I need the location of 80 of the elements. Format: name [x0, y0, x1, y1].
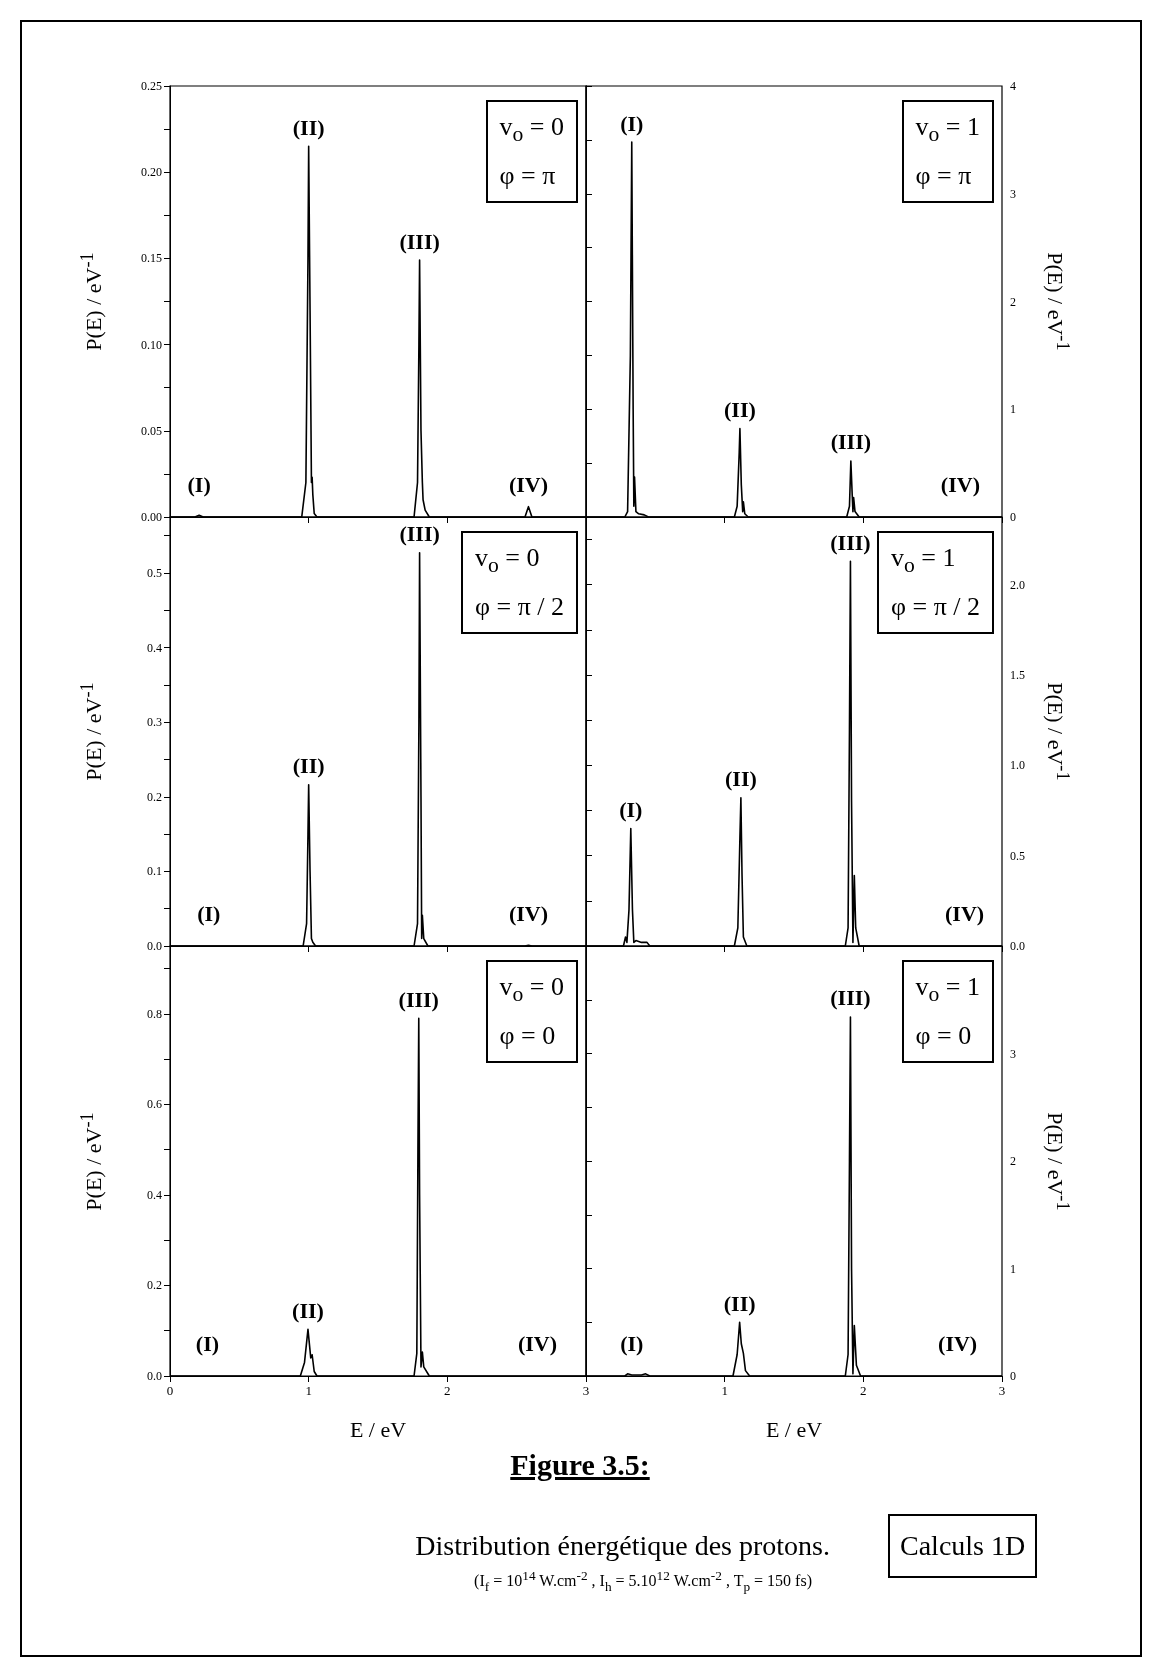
annotation: v$_{o}$ = 1	[890, 542, 957, 580]
text: (I$_{f}$ = 10$^{14}$ W.cm$^{-2}$ , I$_{h}$ = 5.10$^{12}$ W.cm$^{-2}$ , T$_{p}$ = 150 fs)	[474, 1568, 812, 1594]
annotation: (IV)	[940, 471, 980, 497]
y-tick-label: 0.5	[147, 565, 162, 580]
text: Calculs 1D	[888, 1514, 1038, 1578]
y-tick-label: 0.0	[147, 939, 162, 953]
annotation: (II)	[292, 114, 325, 140]
text: Distribution énergétique des protons.	[415, 1530, 830, 1562]
y-tick-label: 0.5	[1010, 848, 1025, 863]
y-tick-label: 0.0	[147, 1369, 162, 1383]
annotation: (IV)	[517, 1330, 558, 1356]
y-tick-label: 1.5	[1010, 668, 1025, 683]
annotation: (III)	[830, 529, 871, 555]
x-tick-label: 3	[582, 1383, 590, 1398]
y-tick-label: 0.10	[141, 337, 162, 352]
annotation: (III)	[830, 985, 871, 1011]
annotation: (II)	[723, 1290, 756, 1316]
annotation: (III)	[830, 429, 872, 455]
annotation: (III)	[398, 986, 439, 1012]
annotation: (I)	[197, 900, 221, 926]
y-tick-label: 0.00	[141, 510, 162, 524]
x-tick-label: 2	[860, 1383, 867, 1398]
annotation: v$_{o}$ = 0	[474, 542, 541, 580]
y-tick-label: 0.25	[141, 79, 162, 93]
y-tick-label: 0.1	[147, 864, 162, 879]
annotation: (II)	[292, 1297, 324, 1323]
x-tick-label: 0	[166, 1383, 174, 1398]
annotation: (IV)	[945, 900, 985, 926]
annotation: v$_{o}$ = 1	[915, 111, 980, 149]
annotation: (II)	[724, 397, 756, 423]
y-tick-label: 0.0	[1010, 939, 1025, 953]
annotation: φ = π / 2	[890, 591, 980, 624]
x-tick-label: 1	[305, 1383, 312, 1398]
y-tick-label: 0.15	[141, 251, 162, 266]
annotation: (IV)	[508, 900, 549, 926]
y-tick-label: 0.4	[147, 1187, 162, 1202]
y-tick-label: 2	[1010, 294, 1016, 309]
annotation: (II)	[725, 766, 757, 792]
y-tick-label: 3	[1010, 186, 1016, 201]
annotation: (III)	[399, 228, 440, 254]
annotation: v$_{o}$ = 0	[499, 111, 564, 149]
x-tick-label: 3	[998, 1383, 1006, 1398]
annotation: φ = π / 2	[474, 591, 564, 624]
y-tick-label: 0.8	[147, 1006, 162, 1021]
annotation: v$_{o}$ = 1	[915, 971, 980, 1009]
y-tick-label: 0.2	[147, 789, 162, 804]
y-tick-label: 0.05	[141, 423, 162, 438]
x-axis-title: E / eV	[765, 1416, 823, 1442]
y-tick-label: 0	[1010, 1369, 1016, 1383]
y-tick-label: 0.20	[141, 165, 162, 180]
y-tick-label: 1.0	[1010, 758, 1025, 773]
annotation: φ = π	[499, 160, 557, 193]
x-axis-title: E / eV	[349, 1416, 407, 1442]
y-tick-label: 2	[1010, 1154, 1016, 1168]
x-tick-label: 1	[721, 1383, 728, 1398]
annotation: (II)	[292, 753, 325, 779]
y-tick-label: 0.2	[147, 1278, 162, 1293]
y-tick-label: 0.3	[147, 715, 162, 730]
annotation: φ = π	[915, 160, 973, 193]
y-tick-label: 4	[1010, 79, 1016, 93]
y-tick-label: 3	[1010, 1046, 1016, 1061]
annotation: (I)	[195, 1330, 220, 1356]
annotation: φ = 0	[499, 1020, 557, 1053]
annotation: (III)	[399, 521, 440, 547]
y-tick-label: 0	[1010, 510, 1016, 524]
y-tick-label: 1	[1010, 1261, 1016, 1276]
annotation: (I)	[620, 110, 644, 136]
text: Figure 3.5:	[509, 1448, 651, 1482]
y-tick-label: 1	[1010, 402, 1016, 417]
annotation: v$_{o}$ = 0	[499, 971, 564, 1009]
annotation: (IV)	[508, 471, 549, 497]
annotation: (I)	[187, 471, 211, 497]
y-tick-label: 0.4	[147, 640, 162, 655]
annotation: φ = 0	[915, 1020, 973, 1053]
annotation: (I)	[619, 797, 643, 823]
y-tick-label: 0.6	[147, 1097, 162, 1112]
annotation: (IV)	[938, 1330, 978, 1356]
y-tick-label: 2.0	[1010, 577, 1025, 592]
x-tick-label: 2	[444, 1383, 451, 1398]
annotation: (I)	[620, 1330, 644, 1356]
